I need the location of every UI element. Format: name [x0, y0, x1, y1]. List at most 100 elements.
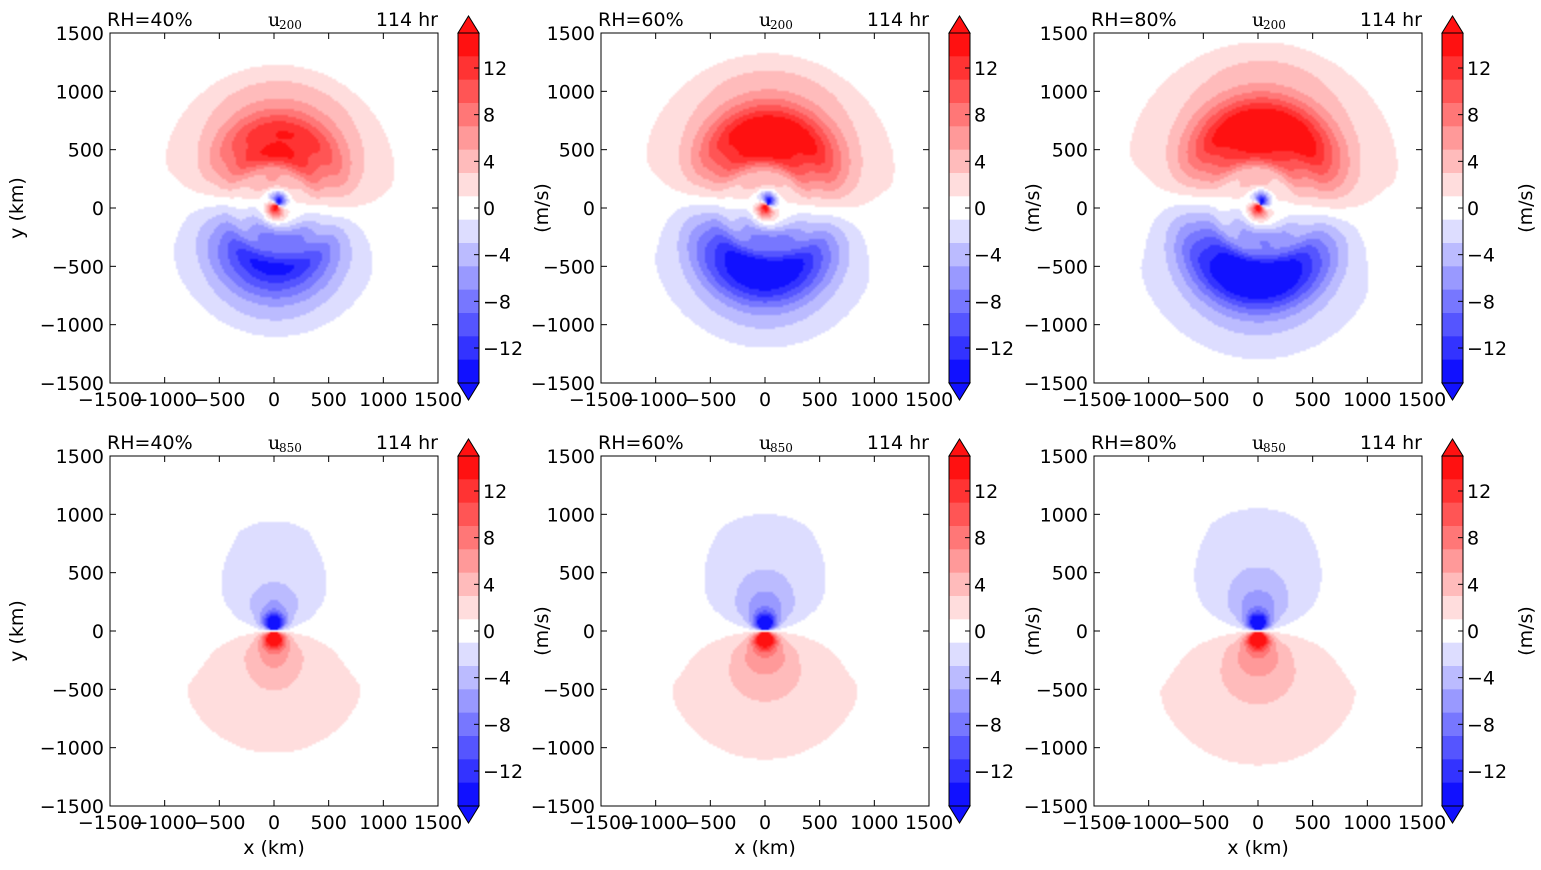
colorbar-level	[458, 219, 479, 244]
colorbar-level	[458, 126, 479, 151]
colorbar-level	[1442, 736, 1463, 760]
panel-time-label: 114 hr	[1360, 9, 1422, 31]
colorbar-label: (m/s)	[1022, 183, 1044, 233]
panel-variable-subscript: 200	[1263, 18, 1286, 32]
colorbar-tick-label: 12	[974, 481, 998, 503]
colorbar-level	[949, 359, 970, 384]
colorbar-tick-label: 12	[483, 58, 507, 80]
colorbar-level	[949, 219, 970, 244]
y-tick-label: 500	[559, 563, 595, 585]
colorbar-level	[949, 572, 970, 597]
colorbar-level	[949, 56, 970, 81]
y-tick-label: 1000	[56, 81, 104, 103]
y-axis-label: y (km)	[6, 177, 28, 239]
colorbar-tick-label: −12	[483, 338, 523, 360]
colorbar-level	[458, 782, 479, 807]
colorbar-level	[458, 359, 479, 384]
x-tick-label: 0	[759, 812, 771, 834]
colorbar-level	[458, 173, 479, 197]
panel-bottom-left: −1500−1000−500 0 500 1000 1500150010005000−5…	[6, 432, 553, 859]
y-tick-label: −1000	[1024, 315, 1088, 337]
panel-time-label: 114 hr	[1360, 432, 1422, 454]
colorbar-level	[458, 666, 479, 690]
colorbar-level	[1442, 479, 1463, 504]
colorbar: 12 8 4 0 −4 −8 −12 (m/s)	[948, 15, 1044, 401]
y-tick-label: 500	[559, 140, 595, 162]
colorbar-level	[949, 689, 970, 714]
x-tick-label: 1000	[850, 389, 898, 411]
x-tick-label: −500	[684, 389, 736, 411]
colorbar-level	[1442, 196, 1463, 221]
colorbar-tick-label: −12	[483, 761, 523, 783]
colorbar-level	[458, 689, 479, 714]
colorbar-level	[1442, 526, 1463, 550]
colorbar-level	[1442, 502, 1463, 527]
colorbar-tick-label: 4	[1467, 574, 1479, 596]
y-tick-label: 1500	[56, 446, 104, 468]
colorbar-level	[1442, 689, 1463, 714]
panel-rh-label: RH=60%	[598, 432, 684, 454]
y-tick-label: −1000	[531, 315, 595, 337]
colorbar-level	[949, 336, 970, 361]
x-axis-label: x (km)	[734, 837, 796, 859]
colorbar-level	[458, 79, 479, 104]
colorbar-level	[458, 619, 479, 644]
colorbar-level	[949, 196, 970, 221]
y-tick-label: 0	[583, 621, 595, 643]
colorbar-level	[1442, 33, 1463, 57]
x-tick-label: −500	[193, 389, 245, 411]
colorbar-tick-label: −4	[483, 668, 511, 690]
colorbar-level	[458, 336, 479, 361]
panel-top-left: −1500−1000−500 0 500 1000 1500150010005000−5…	[6, 9, 553, 411]
colorbar-level	[1442, 712, 1463, 737]
panel-top-middle: −1500−1000−500 0 500 1000 1500150010005000−5…	[531, 9, 1044, 411]
colorbar-level	[1442, 126, 1463, 151]
colorbar-level	[1442, 149, 1463, 174]
y-tick-label: 0	[92, 621, 104, 643]
colorbar-tick-label: 4	[1467, 151, 1479, 173]
colorbar-level	[458, 759, 479, 784]
colorbar-level	[949, 313, 970, 337]
colorbar-tick-label: −12	[1467, 338, 1507, 360]
panel-bottom-right: −1500−1000−500 0 500 1000 1500150010005000−5…	[1024, 432, 1537, 859]
x-tick-label: −1500	[78, 389, 142, 411]
colorbar-level	[1442, 243, 1463, 267]
colorbar-level	[949, 103, 970, 127]
y-tick-label: 1500	[56, 23, 104, 45]
colorbar-level	[1442, 56, 1463, 81]
y-tick-label: 500	[1052, 563, 1088, 585]
y-tick-label: 1000	[1040, 504, 1088, 526]
colorbar-level	[458, 289, 479, 314]
colorbar-level	[1442, 759, 1463, 784]
field-image	[1094, 456, 1422, 806]
y-tick-label: 1000	[547, 81, 595, 103]
x-axis-label: x (km)	[1227, 837, 1289, 859]
panel-variable-subscript: 200	[770, 18, 793, 32]
colorbar-level	[1442, 103, 1463, 127]
colorbar-tick-label: 8	[1467, 528, 1479, 550]
x-tick-label: 1500	[1398, 812, 1446, 834]
x-tick-label: 1000	[359, 812, 407, 834]
colorbar-tick-label: −12	[974, 338, 1014, 360]
colorbar-level	[949, 479, 970, 504]
colorbar-level	[949, 782, 970, 807]
x-tick-label: 1500	[1398, 389, 1446, 411]
colorbar-level	[458, 33, 479, 57]
colorbar-level	[458, 313, 479, 337]
x-tick-label: 1500	[414, 389, 462, 411]
panel-time-label: 114 hr	[867, 432, 929, 454]
panel-rh-label: RH=60%	[598, 9, 684, 31]
colorbar: 12 8 4 0 −4 −8 −12 (m/s)	[457, 15, 553, 401]
x-tick-label: 1000	[1343, 812, 1391, 834]
colorbar-tick-label: −8	[974, 714, 1002, 736]
x-tick-label: −1500	[569, 812, 633, 834]
colorbar-tick-label: −8	[1467, 291, 1495, 313]
colorbar-tick-label: −12	[1467, 761, 1507, 783]
colorbar-level	[949, 642, 970, 667]
colorbar: 12 8 4 0 −4 −8 −12 (m/s)	[1441, 438, 1537, 824]
colorbar-level	[458, 456, 479, 480]
y-tick-label: 1000	[1040, 81, 1088, 103]
colorbar-tick-label: −4	[1467, 668, 1495, 690]
panel-variable-label: u	[268, 432, 280, 454]
colorbar-tick-label: −8	[483, 714, 511, 736]
